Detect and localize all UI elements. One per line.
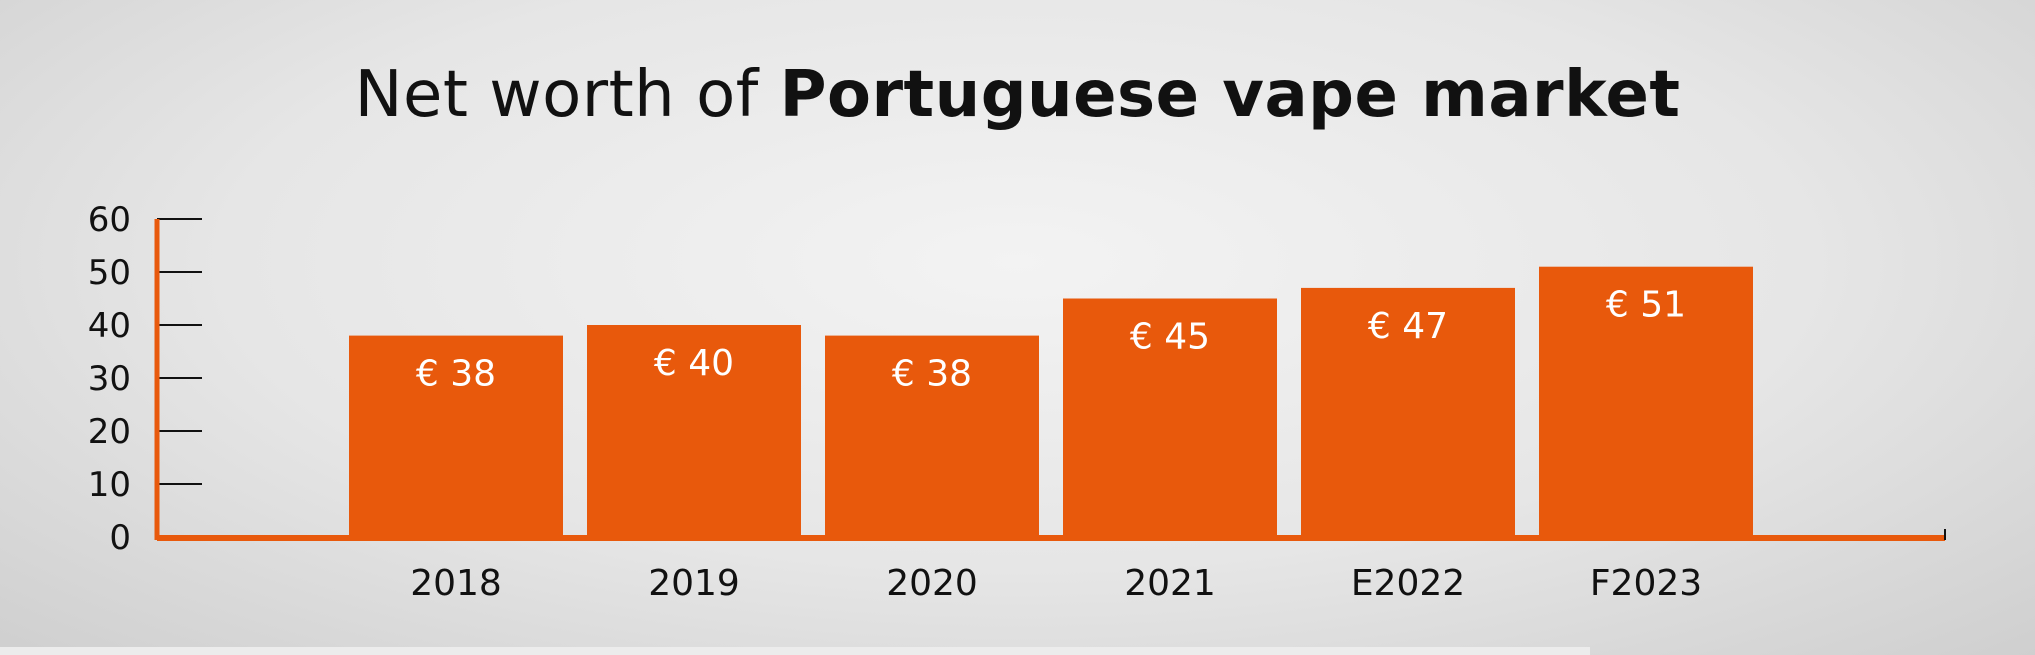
- y-tick-label: 50: [88, 253, 131, 293]
- y-tick-label: 20: [88, 412, 131, 452]
- bar-value-label: € 47: [1368, 306, 1448, 347]
- bar: [1301, 287, 1515, 537]
- bar-value-label: € 38: [416, 354, 496, 395]
- chart-title-prefix: Net worth of: [354, 58, 780, 132]
- x-tick-label: 2020: [886, 563, 978, 604]
- y-tick-label: 10: [88, 465, 131, 505]
- x-tick-label: E2022: [1351, 563, 1465, 604]
- x-tick-label: 2019: [648, 563, 740, 604]
- y-tick-label: 60: [88, 200, 131, 240]
- bar-value-label: € 38: [892, 354, 972, 395]
- bottom-strip: [0, 647, 1590, 655]
- y-tick-label: 30: [88, 359, 131, 399]
- bar: [587, 325, 801, 537]
- chart-title: Net worth of Portuguese vape market: [0, 58, 2035, 132]
- bar: [1539, 266, 1753, 537]
- y-tick-label: 40: [88, 306, 131, 346]
- bar: [349, 335, 563, 537]
- x-tick-label: 2018: [410, 563, 502, 604]
- bar-value-label: € 51: [1606, 285, 1686, 326]
- bar-value-label: € 40: [654, 343, 734, 384]
- bar: [825, 335, 1039, 537]
- bar: [1063, 298, 1277, 537]
- chart-title-emphasis: Portuguese vape market: [779, 58, 1681, 132]
- y-tick-label: 0: [109, 518, 131, 558]
- bar-value-label: € 45: [1130, 317, 1210, 358]
- x-tick-label: 2021: [1124, 563, 1216, 604]
- x-tick-label: F2023: [1590, 563, 1702, 604]
